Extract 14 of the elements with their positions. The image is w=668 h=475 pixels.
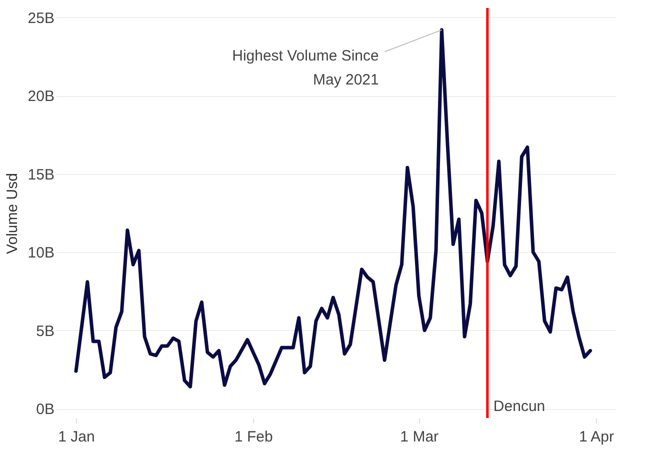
annotation: Highest Volume Since May 2021	[232, 48, 379, 89]
x-tick-label: 1 Apr	[578, 428, 614, 446]
y-tick-label: 15B	[28, 166, 54, 184]
x-tick-label: 1 Feb	[234, 428, 273, 446]
x-tick-label: 1 Jan	[58, 428, 95, 446]
y-axis-title: Volume Usd	[4, 173, 21, 254]
y-tick-label: 10B	[28, 244, 54, 262]
y-tick-label: 25B	[28, 10, 54, 27]
ref-line-label: Dencun	[493, 398, 546, 415]
line-series	[74, 28, 592, 388]
x-tick-label: 1 Mar	[400, 428, 439, 446]
y-tick-label: 20B	[28, 88, 54, 106]
y-tick-label: 0B	[36, 401, 54, 418]
y-tick-label: 5B	[36, 322, 54, 340]
